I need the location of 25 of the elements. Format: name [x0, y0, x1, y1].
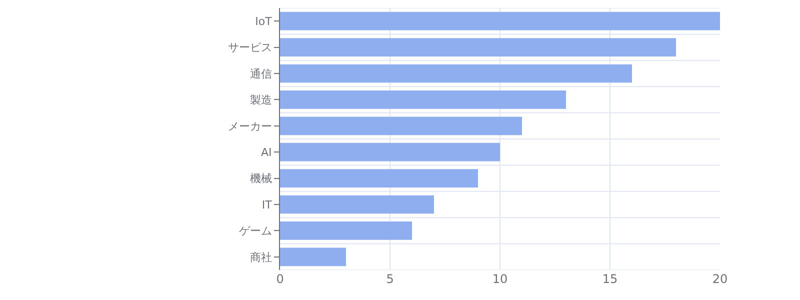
x-tick-label: 15 [602, 272, 618, 286]
x-tick-label: 10 [492, 272, 508, 286]
y-tick-label: 通信 [250, 67, 272, 80]
y-tick-label: IT [262, 198, 272, 212]
y-tick-label: AI [261, 146, 272, 159]
bar [280, 222, 412, 240]
bar [280, 90, 566, 109]
y-tick-label: 機械 [250, 172, 272, 186]
y-tick-label: 製造 [250, 94, 272, 107]
y-tick-label: メーカー [228, 120, 272, 133]
x-tick-label: 5 [386, 272, 394, 286]
bar [280, 12, 720, 30]
bar [280, 195, 434, 214]
y-tick-label: ゲーム [238, 224, 272, 238]
bar [280, 142, 500, 162]
x-tick-label: 0 [276, 272, 284, 286]
bar [280, 248, 346, 266]
bar [280, 64, 632, 83]
bar [280, 169, 478, 188]
x-tick-label: 20 [712, 272, 728, 286]
y-tick-label: 商社 [250, 250, 272, 264]
bar [280, 116, 522, 136]
bar [280, 38, 676, 56]
y-tick-label: サービス [228, 41, 272, 54]
y-tick-label: IoT [255, 14, 272, 28]
